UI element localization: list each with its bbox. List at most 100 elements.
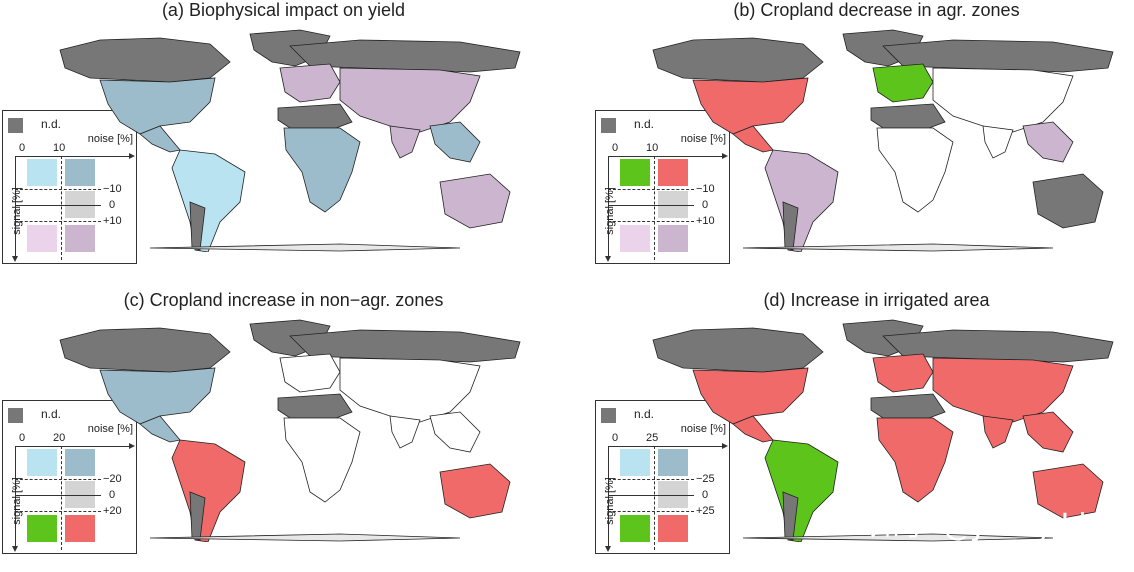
legend-swatch-low-noise-pos: [27, 515, 57, 542]
signal-tick-neg: −20: [103, 473, 122, 485]
map-region-south-america: [764, 439, 839, 542]
map-region-russia: [289, 39, 521, 73]
legend-swatch-zero: [658, 481, 688, 508]
map-region-southern-cone: [189, 491, 206, 541]
map-region-canada: [652, 37, 824, 83]
map-region-antarctica: [149, 533, 461, 542]
noise-axis: [608, 153, 728, 159]
map-panel: (b) Cropland decrease in agr. zones n.d.…: [593, 0, 1134, 282]
signal-tick-pos: +10: [696, 215, 715, 227]
panel-title: (b) Cropland decrease in agr. zones: [733, 0, 1020, 20]
noise-axis-label: noise [%]: [680, 423, 726, 435]
legend-swatch-low-noise-pos: [27, 225, 57, 252]
map-region-southern-cone: [782, 201, 799, 251]
signal-tick-zero: 0: [702, 199, 709, 211]
noise-tick-1: 10: [53, 142, 66, 154]
neg-threshold-line: [608, 479, 694, 480]
legend-swatch-zero: [658, 191, 688, 218]
map-region-europe: [872, 353, 934, 393]
panel-title: (a) Biophysical impact on yield: [161, 0, 406, 20]
map-region-sahara: [277, 103, 353, 129]
map-region-southeast-asia: [429, 121, 481, 163]
legend-swatch-low-noise-pos: [620, 515, 650, 542]
map-region-sahara: [870, 393, 946, 419]
world-map: [652, 29, 1114, 252]
legend-swatch-zero: [65, 191, 95, 218]
signal-tick-zero: 0: [109, 489, 116, 501]
map-region-russia: [882, 39, 1114, 73]
map-region-australia: [439, 463, 511, 519]
signal-axis-label: signal [%]: [10, 187, 23, 235]
signal-axis: [605, 156, 611, 262]
world-map: [59, 319, 521, 542]
zero-line: [608, 205, 694, 206]
map-region-india: [389, 125, 421, 159]
map-panel: (a) Biophysical impact on yield n.d. noi…: [0, 0, 567, 282]
map-region-north-america: [99, 77, 216, 135]
map-panel: (c) Cropland increase in non−agr. zones …: [0, 290, 567, 572]
map-region-europe: [872, 63, 934, 103]
signal-tick-pos: +25: [696, 505, 715, 517]
map-region-russia: [882, 329, 1114, 363]
nd-label: n.d.: [634, 407, 655, 421]
legend-swatch-high-noise-neg: [65, 159, 95, 186]
noise-axis-label: noise [%]: [87, 423, 133, 435]
nd-label: n.d.: [41, 407, 62, 421]
signal-tick-neg: −10: [103, 183, 122, 195]
noise-tick-0: 0: [19, 432, 26, 444]
signal-tick-neg: −10: [696, 183, 715, 195]
map-region-north-america: [99, 367, 216, 425]
map-region-antarctica: [742, 533, 1054, 542]
map-region-australia: [1032, 173, 1104, 229]
nd-label: n.d.: [41, 117, 62, 131]
nd-swatch: [601, 118, 616, 133]
signal-axis-label: signal [%]: [10, 477, 23, 525]
map-region-europe: [279, 353, 341, 393]
noise-tick-0: 0: [612, 432, 619, 444]
map-region-south-america: [171, 439, 246, 542]
noise-tick-0: 0: [612, 142, 619, 154]
signal-tick-zero: 0: [702, 489, 709, 501]
legend-swatch-low-noise-neg: [620, 449, 650, 476]
legend-swatch-low-noise-pos: [620, 225, 650, 252]
map-region-africa: [876, 127, 954, 213]
map-region-north-america: [692, 77, 809, 135]
map-region-africa: [283, 127, 361, 213]
pos-threshold-line: [608, 511, 694, 512]
signal-axis: [12, 156, 18, 262]
legend: n.d. noise [%] 0 10 signal [%] −10 0 +10: [595, 110, 730, 264]
legend: n.d. noise [%] 0 10 signal [%] −10 0 +10: [2, 110, 137, 264]
panel-title: (c) Cropland increase in non−agr. zones: [123, 290, 444, 310]
map-region-australia: [439, 173, 511, 229]
noise-threshold-line: [654, 446, 655, 550]
nd-swatch: [8, 118, 23, 133]
legend-swatch-low-noise-neg: [27, 449, 57, 476]
zero-line: [15, 495, 101, 496]
noise-threshold-line: [654, 156, 655, 260]
world-map: [652, 319, 1114, 542]
map-region-india: [982, 125, 1014, 159]
map-region-southern-cone: [782, 491, 799, 541]
signal-tick-zero: 0: [109, 199, 116, 211]
signal-tick-pos: +20: [103, 505, 122, 517]
pos-threshold-line: [15, 221, 101, 222]
signal-axis: [12, 446, 18, 552]
noise-tick-1: 20: [53, 432, 66, 444]
legend: n.d. noise [%] 0 20 signal [%] −20 0 +20: [2, 400, 137, 554]
nd-swatch: [8, 408, 23, 423]
noise-axis: [15, 443, 135, 449]
neg-threshold-line: [15, 479, 101, 480]
noise-tick-0: 0: [19, 142, 26, 154]
noise-axis-label: noise [%]: [680, 133, 726, 145]
map-region-africa: [283, 417, 361, 503]
zero-line: [608, 495, 694, 496]
noise-tick-1: 10: [646, 142, 659, 154]
map-region-canada: [59, 327, 231, 373]
map-region-africa: [876, 417, 954, 503]
pos-threshold-line: [608, 221, 694, 222]
map-region-southeast-asia: [1022, 121, 1074, 163]
map-panel: (d) Increase in irrigated area n.d. nois…: [593, 290, 1134, 572]
map-region-russia: [289, 329, 521, 363]
noise-threshold-line: [61, 446, 62, 550]
noise-axis: [608, 443, 728, 449]
